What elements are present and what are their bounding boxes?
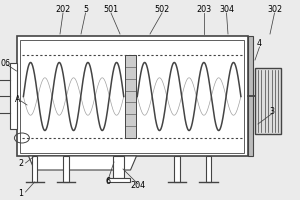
Text: 203: 203 [196, 4, 211, 14]
Bar [16, 36, 247, 156]
Bar [174, 156, 180, 182]
Text: 6: 6 [106, 178, 110, 186]
Text: 5: 5 [83, 4, 88, 14]
Text: A: A [15, 96, 21, 104]
Text: 501: 501 [103, 4, 118, 14]
Polygon shape [28, 156, 136, 170]
Text: 2: 2 [18, 160, 24, 168]
Bar [10, 63, 16, 129]
Bar [63, 156, 69, 182]
Text: 1: 1 [19, 190, 23, 198]
Text: 304: 304 [219, 4, 234, 14]
Bar [107, 178, 130, 182]
Text: 302: 302 [267, 4, 282, 14]
Bar [255, 68, 281, 134]
Bar [125, 55, 136, 138]
Text: 3: 3 [269, 108, 274, 116]
Text: 4: 4 [257, 40, 262, 48]
Text: 202: 202 [56, 4, 70, 14]
Bar [248, 36, 253, 156]
Bar [113, 156, 124, 178]
Bar [206, 156, 211, 182]
Text: 204: 204 [130, 182, 146, 190]
Text: 502: 502 [154, 4, 169, 14]
Bar [32, 156, 37, 182]
Text: 06: 06 [0, 60, 11, 68]
Bar [20, 40, 244, 153]
